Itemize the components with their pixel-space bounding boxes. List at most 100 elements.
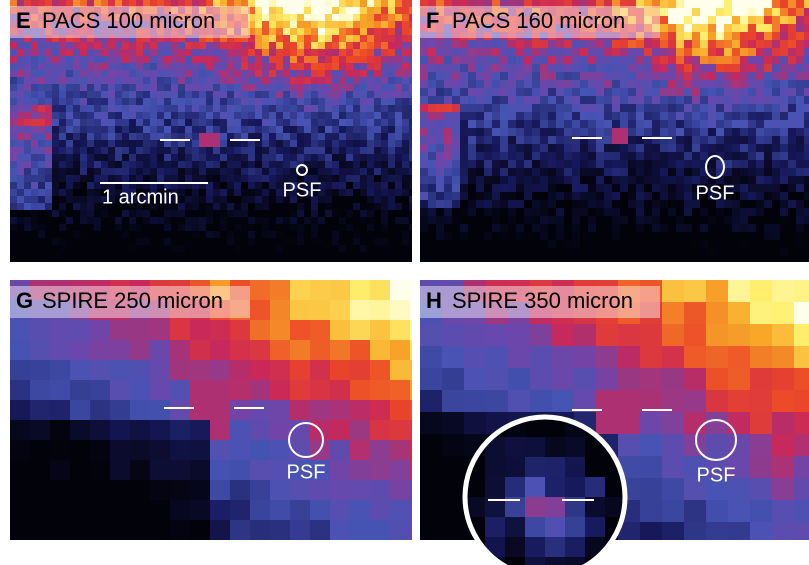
pixel [724,96,733,105]
pixel [740,24,749,33]
pixel [564,248,573,257]
pixel [199,259,207,267]
pixel [339,210,347,218]
pixel [612,240,621,249]
pixel [788,72,797,81]
pixel [772,434,795,457]
pixel [684,208,693,217]
pixel [367,105,375,113]
pixel [157,105,165,113]
pixel [532,120,541,129]
pixel [612,120,621,129]
pixel [325,147,333,155]
pixel [381,63,389,71]
pixel [804,8,809,17]
pixel [402,112,410,120]
pixel [304,56,312,64]
pixel [52,224,60,232]
pixel [318,28,326,36]
pixel [367,56,375,64]
pixel [780,136,789,145]
pixel [750,302,773,325]
pixel [374,147,382,155]
pixel [452,208,461,217]
pixel [572,224,581,233]
pixel [17,133,25,141]
panel-letter: E [16,8,31,33]
pixel [428,184,437,193]
pixel [283,7,291,15]
pixel [171,147,179,155]
pixel [409,70,417,78]
pixel [45,84,53,92]
pixel [108,77,116,85]
pixel [428,224,437,233]
pixel [10,231,18,239]
pixel [297,70,305,78]
pixel [178,84,186,92]
pixel [290,259,298,267]
pixel [234,224,242,232]
pixel [530,324,553,347]
pixel [332,217,340,225]
pixel [171,238,179,246]
pixel [108,63,116,71]
pixel [24,196,32,204]
pixel [108,105,116,113]
pixel [420,478,443,501]
pixel [94,203,102,211]
pixel [794,500,809,523]
pixel [80,133,88,141]
pixel [402,70,410,78]
pixel [596,120,605,129]
pixel [353,91,361,99]
pixel [122,154,130,162]
pixel [185,252,193,260]
pixel [628,136,637,145]
pixel [59,91,67,99]
pixel [199,84,207,92]
pixel [436,144,445,153]
pixel [604,248,613,257]
pixel [283,203,291,211]
pixel [381,91,389,99]
pixel [171,175,179,183]
pixel [780,96,789,105]
pixel [804,48,809,57]
pixel [230,420,251,441]
pixel [700,32,709,41]
pixel [500,48,509,57]
pixel [390,440,411,461]
pixel [164,56,172,64]
pixel [596,160,605,169]
pixel [556,216,565,225]
pixel [310,340,331,361]
pixel [150,112,158,120]
pixel [708,72,717,81]
pixel [636,184,645,193]
pixel [516,208,525,217]
pixel [241,49,249,57]
pixel [640,522,663,545]
pixel [164,84,172,92]
pixel [164,231,172,239]
pixel [604,232,613,241]
pixel [150,77,158,85]
pixel [740,16,749,25]
pixel [484,240,493,249]
pixel [740,176,749,185]
pixel [604,200,613,209]
pixel [460,176,469,185]
pixel [332,224,340,232]
pixel [255,196,263,204]
pixel [110,380,131,401]
pixel [59,140,67,148]
pixel [409,0,417,8]
pixel [732,112,741,121]
pixel [764,152,773,161]
pixel [73,105,81,113]
pixel [255,98,263,106]
pixel [10,126,18,134]
pixel [436,56,445,65]
pixel [150,252,158,260]
